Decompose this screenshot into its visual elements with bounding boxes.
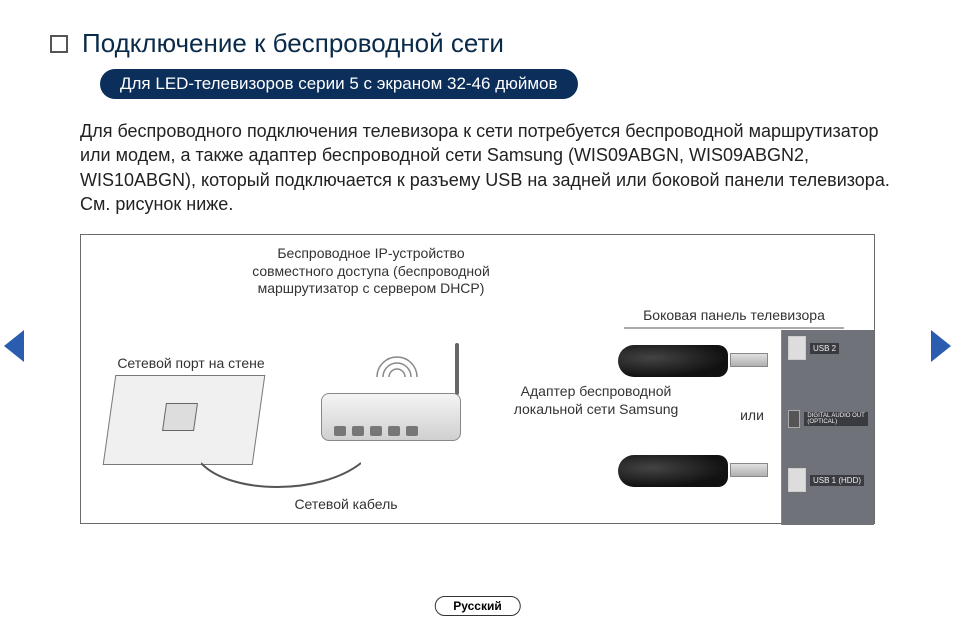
router-label: Беспроводное IP-устройство совместного д… bbox=[241, 245, 501, 298]
tv-panel-label: Боковая панель телевизора bbox=[624, 307, 844, 325]
language-pill: Русский bbox=[434, 596, 521, 616]
usb2-port-icon bbox=[788, 336, 806, 360]
tv-side-panel: USB 2 DIGITAL AUDIO OUT (OPTICAL) USB 1 … bbox=[782, 330, 874, 525]
page-title: Подключение к беспроводной сети bbox=[82, 28, 504, 59]
wallport-label: Сетевой порт на стене bbox=[101, 355, 281, 373]
or-label: или bbox=[732, 407, 772, 425]
usb2-label: USB 2 bbox=[810, 343, 839, 354]
wifi-signal-icon bbox=[367, 349, 427, 388]
model-badge: Для LED-телевизоров серии 5 с экраном 32… bbox=[100, 69, 578, 99]
connection-diagram: Беспроводное IP-устройство совместного д… bbox=[80, 234, 875, 524]
usb1-port-icon bbox=[788, 468, 806, 492]
next-page-arrow[interactable] bbox=[931, 330, 951, 362]
lan-cable-line bbox=[201, 461, 361, 501]
optical-port-icon bbox=[788, 410, 800, 428]
router-graphic bbox=[311, 355, 481, 465]
optical-label: DIGITAL AUDIO OUT (OPTICAL) bbox=[804, 412, 868, 426]
usb1-label: USB 1 (HDD) bbox=[810, 475, 864, 486]
wifi-adapter-top bbox=[618, 343, 768, 379]
checkbox-icon bbox=[50, 35, 68, 53]
wifi-adapter-bottom bbox=[618, 453, 768, 489]
description-text: Для беспроводного подключения телевизора… bbox=[80, 119, 905, 216]
prev-page-arrow[interactable] bbox=[4, 330, 24, 362]
adapter-label: Адаптер беспроводной локальной сети Sams… bbox=[511, 383, 681, 418]
